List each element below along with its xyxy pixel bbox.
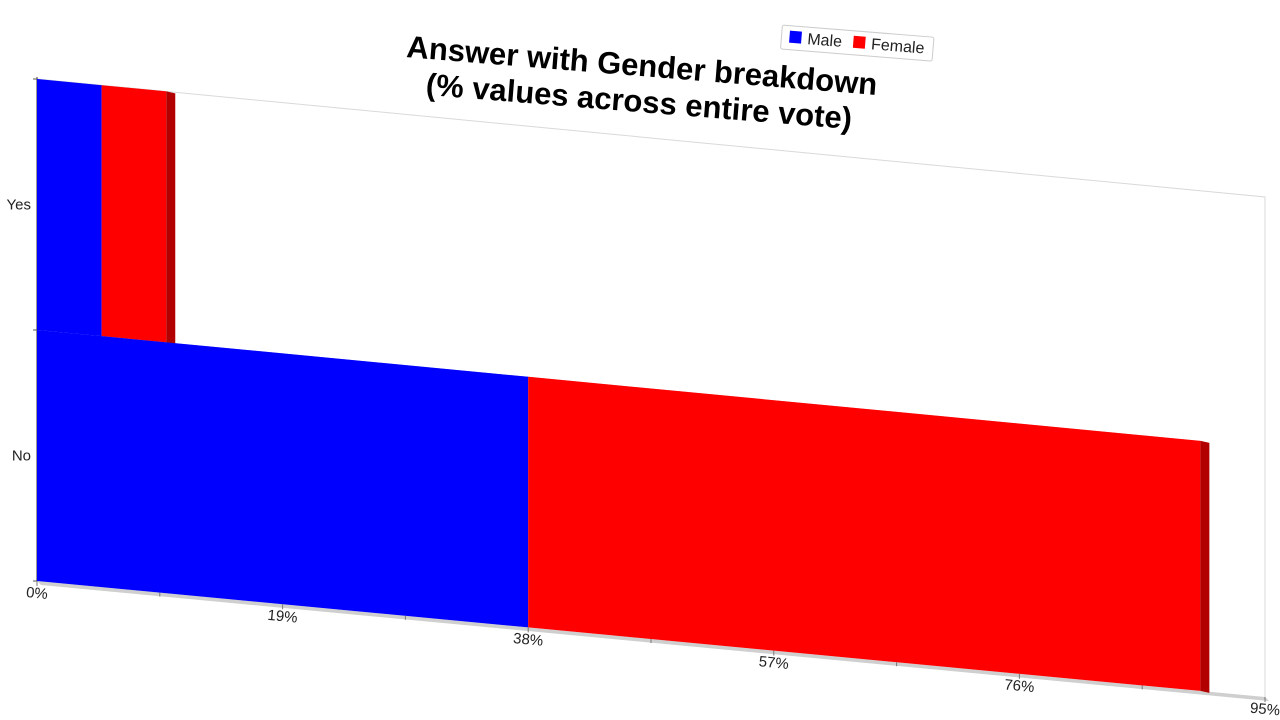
y-axis: Yes No — [7, 78, 37, 582]
bar-yes-male[interactable] — [37, 79, 102, 337]
bar-yes-female[interactable] — [101, 85, 167, 343]
legend-swatch-female — [852, 35, 866, 49]
y-tick-label-no: No — [12, 448, 31, 465]
legend-label-female[interactable]: Female — [870, 36, 925, 57]
bar-no-male[interactable] — [37, 330, 529, 628]
y-tick-label-yes: Yes — [7, 197, 31, 214]
x-tick-label-2: 38% — [512, 630, 543, 650]
bars — [37, 79, 1210, 693]
x-axis: 0% 19% 38% 57% 76% 95% — [25, 581, 1280, 719]
x-tick-label-1: 19% — [267, 607, 298, 627]
legend-swatch-male — [789, 30, 802, 44]
bar-yes-side — [166, 91, 176, 345]
bar-no-side — [1200, 440, 1210, 693]
x-tick-label-0: 0% — [25, 584, 48, 603]
x-tick-label-3: 57% — [758, 653, 789, 673]
plot-floor — [37, 581, 1269, 701]
x-tick-label-4: 76% — [1004, 676, 1035, 696]
bar-no-female[interactable] — [528, 376, 1201, 691]
plot-back-wall — [36, 78, 1266, 697]
legend: Male Female — [780, 24, 935, 62]
x-tick-label-5: 95% — [1249, 700, 1280, 720]
legend-label-male[interactable]: Male — [807, 31, 843, 51]
